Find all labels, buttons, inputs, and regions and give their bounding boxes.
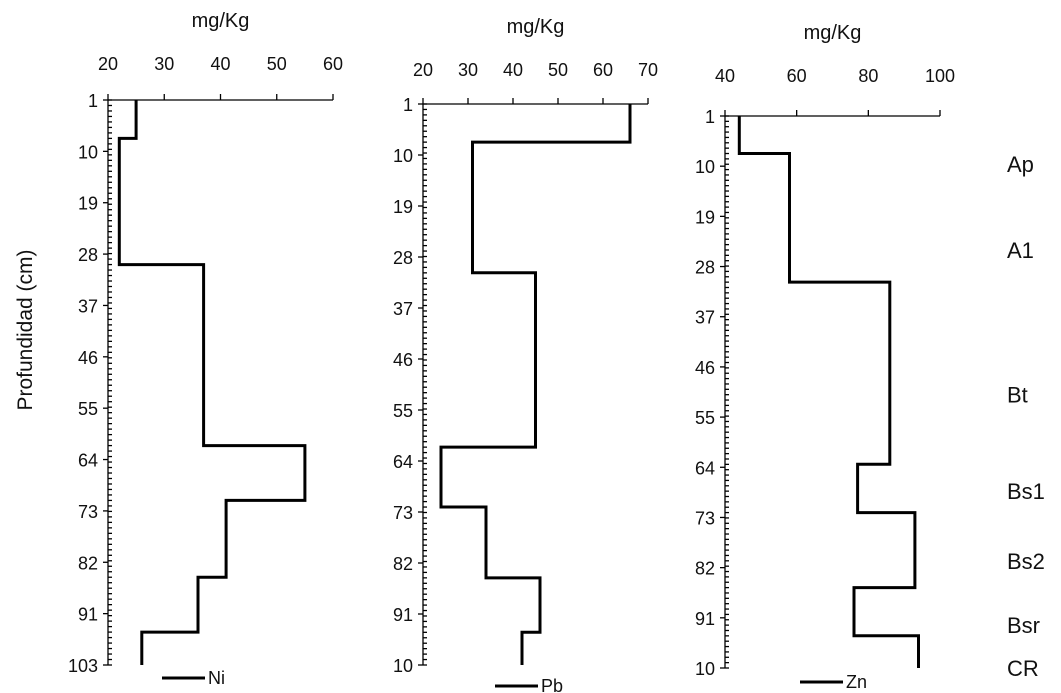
y-tick-label: 28: [695, 258, 715, 278]
panel-pb: mg/Kg 20 30 40 50 60 70 1 10 19 28 37 46 55 64 73 82 91 10…: [393, 16, 658, 693]
y-tick-label: 64: [695, 458, 715, 478]
y-tick-label: 46: [78, 348, 98, 368]
horizon-label: CR: [1007, 656, 1039, 681]
y-tick-label: 10: [78, 142, 98, 162]
horizon-label: Bs2: [1007, 549, 1045, 574]
legend-label: Ni: [208, 668, 225, 688]
y-tick-label: 37: [78, 296, 98, 316]
y-tick-label: 1: [403, 95, 413, 115]
y-tick-label: 64: [393, 452, 413, 472]
x-tick-label: 80: [858, 66, 878, 86]
horizon-label: Bsr: [1007, 613, 1040, 638]
y-tick-label: 91: [695, 609, 715, 629]
x-tick-label: 100: [925, 66, 955, 86]
y-tick-label: 82: [695, 559, 715, 579]
x-tick-label: 30: [458, 60, 478, 80]
x-tick-label: 60: [593, 60, 613, 80]
y-tick-label: 28: [393, 248, 413, 268]
y-tick-label: 91: [78, 605, 98, 625]
x-axis-title: mg/Kg: [804, 22, 862, 44]
y-tick-label: 82: [393, 554, 413, 574]
panel-zn: mg/Kg 40 60 80 100 1 10 19 28 37 46 55 64 73 82 91 10 Zn: [695, 22, 955, 692]
x-tick-label: 40: [210, 54, 230, 74]
y-tick-label: 1: [705, 107, 715, 127]
y-tick-label: 64: [78, 451, 98, 471]
y-tick-label: 10: [393, 656, 413, 676]
y-tick-label: 73: [393, 503, 413, 523]
y-tick-label: 19: [393, 197, 413, 217]
y-tick-label: 37: [695, 308, 715, 328]
x-axis-title: mg/Kg: [507, 16, 565, 38]
y-tick-label: 10: [393, 146, 413, 166]
y-tick-label: 55: [393, 401, 413, 421]
x-tick-label: 20: [413, 60, 433, 80]
x-tick-label: 50: [548, 60, 568, 80]
y-tick-label: 46: [393, 350, 413, 370]
y-tick-label: 28: [78, 245, 98, 265]
legend-pb: Pb: [495, 676, 563, 693]
y-tick-label: 73: [695, 508, 715, 528]
y-tick-label: 73: [78, 502, 98, 522]
x-tick-label: 60: [323, 54, 343, 74]
series-line-ni: [119, 100, 305, 665]
y-tick-label: 10: [695, 659, 715, 679]
y-tick-label: 19: [78, 194, 98, 214]
x-tick-label: 30: [154, 54, 174, 74]
x-tick-label: 20: [98, 54, 118, 74]
y-tick-label: 55: [695, 408, 715, 428]
y-tick-label: 82: [78, 553, 98, 573]
y-tick-label: 37: [393, 299, 413, 319]
horizon-label: Ap: [1007, 152, 1034, 177]
series-line-pb: [441, 104, 630, 665]
horizon-label: Bt: [1007, 383, 1028, 408]
x-axis-title: mg/Kg: [192, 10, 250, 32]
horizon-label: A1: [1007, 238, 1034, 263]
y-tick-label: 10: [695, 157, 715, 177]
y-tick-label: 1: [88, 91, 98, 111]
y-tick-label: 103: [68, 656, 98, 676]
y-tick-label: 91: [393, 605, 413, 625]
legend-label: Zn: [846, 672, 867, 692]
panel-ni: mg/Kg 20 30 40 50 60 1 10 19 28 37 46 55 64 73 82 91 103 N…: [68, 10, 343, 688]
y-tick-label: 55: [78, 399, 98, 419]
legend-zn: Zn: [800, 672, 867, 692]
y-axis-label: Profundidad (cm): [14, 249, 37, 410]
x-tick-label: 50: [267, 54, 287, 74]
legend-ni: Ni: [162, 668, 225, 688]
y-tick-label: 46: [695, 358, 715, 378]
x-tick-label: 60: [787, 66, 807, 86]
horizon-label: Bs1: [1007, 479, 1045, 504]
series-line-zn: [739, 116, 918, 668]
x-tick-label: 40: [503, 60, 523, 80]
x-tick-label: 70: [638, 60, 658, 80]
y-tick-label: 19: [695, 207, 715, 227]
legend-label: Pb: [541, 676, 563, 693]
x-tick-label: 40: [715, 66, 735, 86]
